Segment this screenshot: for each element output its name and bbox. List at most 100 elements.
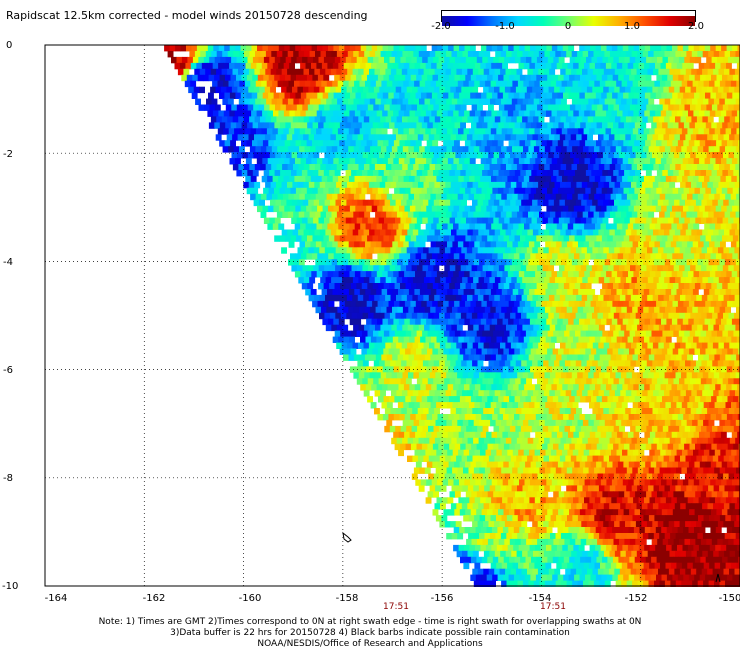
heatmap-cell: [319, 134, 326, 141]
heatmap-cell: [424, 164, 430, 171]
heatmap-cell: [449, 122, 455, 129]
heatmap-cell: [688, 110, 694, 117]
heatmap-cell: [632, 306, 639, 314]
heatmap-cell: [242, 104, 249, 111]
heatmap-cell: [479, 128, 486, 135]
heatmap-cell: [309, 98, 316, 105]
heatmap-cell: [491, 175, 497, 183]
heatmap-cell: [582, 211, 589, 218]
heatmap-cell: [251, 45, 258, 52]
heatmap-cell: [386, 80, 393, 88]
heatmap-cell: [542, 312, 549, 320]
colorbar-tick-label: 1.0: [624, 21, 640, 32]
heatmap-cell: [687, 62, 694, 70]
heatmap-cell: [405, 187, 411, 195]
heatmap-cell: [723, 134, 730, 141]
heatmap-cell: [492, 74, 499, 82]
heatmap-cell: [678, 74, 685, 82]
heatmap-cell: [487, 217, 494, 224]
heatmap-cell: [730, 372, 736, 379]
heatmap-cell: [614, 86, 621, 94]
heatmap-cell: [445, 116, 452, 123]
heatmap-cell: [656, 283, 663, 290]
heatmap-cell: [294, 110, 301, 117]
heatmap-cell: [725, 336, 732, 343]
heatmap-cell: [601, 235, 608, 242]
heatmap-cell: [183, 68, 190, 76]
heatmap-cell: [617, 45, 624, 52]
heatmap-cell: [395, 199, 402, 207]
heatmap-cell: [725, 354, 732, 361]
heatmap-cell: [223, 110, 230, 117]
heatmap-cell: [294, 175, 301, 183]
heatmap-cell: [652, 342, 659, 349]
heatmap-cell: [349, 45, 356, 52]
heatmap-cell: [638, 80, 644, 88]
heatmap-cell: [578, 110, 585, 117]
heatmap-cell: [373, 56, 379, 64]
heatmap-cell: [471, 122, 477, 129]
heatmap-cell: [370, 336, 377, 343]
heatmap-cell: [228, 80, 235, 88]
heatmap-cell: [474, 336, 481, 343]
heatmap-cell: [465, 74, 472, 82]
heatmap-cell: [519, 205, 525, 213]
heatmap-cell: [425, 80, 431, 88]
heatmap-cell: [639, 253, 646, 260]
heatmap-cell: [717, 378, 724, 385]
heatmap-cell: [595, 318, 602, 326]
heatmap-cell: [503, 122, 510, 129]
heatmap-cell: [313, 265, 320, 272]
heatmap-cell: [541, 235, 548, 242]
heatmap-cell: [502, 223, 509, 230]
heatmap-cell: [697, 193, 704, 201]
heatmap-cell: [358, 98, 365, 105]
heatmap-cell: [643, 241, 650, 248]
heatmap-cell: [547, 122, 554, 129]
heatmap-cell: [459, 45, 465, 52]
heatmap-cell: [686, 324, 693, 332]
heatmap-cell: [620, 229, 627, 236]
heatmap-cell: [583, 175, 590, 183]
heatmap-cell: [404, 271, 410, 278]
heatmap-cell: [496, 223, 503, 230]
heatmap-cell: [492, 187, 499, 195]
heatmap-cell: [406, 104, 412, 111]
heatmap-cell: [286, 152, 292, 159]
heatmap-cell: [258, 152, 265, 159]
heatmap-cell: [541, 92, 548, 99]
heatmap-cell: [515, 247, 522, 254]
heatmap-cell: [235, 158, 241, 165]
heatmap-cell: [291, 152, 298, 159]
heatmap-cell: [639, 92, 646, 99]
heatmap-cell: [488, 152, 495, 159]
heatmap-cell: [354, 354, 360, 361]
heatmap-cell: [236, 74, 242, 82]
heatmap-cell: [342, 146, 349, 153]
heatmap-cell: [524, 318, 531, 326]
heatmap-cell: [259, 134, 266, 141]
heatmap-cell: [634, 283, 641, 290]
heatmap-cell: [296, 235, 302, 242]
heatmap-cell: [538, 324, 545, 332]
heatmap-cell: [524, 271, 531, 278]
heatmap-cell: [527, 116, 534, 123]
heatmap-cell: [418, 342, 424, 349]
heatmap-cell: [515, 56, 521, 64]
heatmap-cell: [320, 277, 327, 284]
heatmap-cell: [594, 146, 600, 153]
heatmap-cell: [680, 229, 687, 236]
heatmap-cell: [316, 62, 323, 70]
heatmap-cell: [204, 104, 210, 111]
heatmap-cell: [248, 86, 255, 94]
heatmap-cell: [478, 164, 485, 171]
heatmap-cell: [418, 229, 425, 236]
heatmap-cell: [659, 98, 666, 105]
heatmap-cell: [270, 134, 277, 141]
heatmap-cell: [577, 372, 584, 379]
heatmap-cell: [648, 146, 655, 153]
heatmap-cell: [360, 175, 366, 183]
heatmap-cell: [520, 217, 527, 224]
heatmap-cell: [531, 265, 538, 272]
heatmap-cell: [679, 378, 685, 385]
